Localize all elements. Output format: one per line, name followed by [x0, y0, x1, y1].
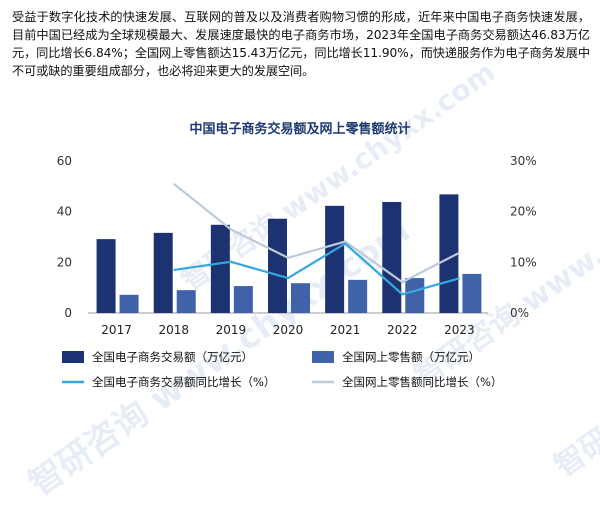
x-tick-label: 2019 — [216, 323, 247, 337]
bar-ecommerce-volume — [382, 201, 402, 313]
combo-chart: 0 20 40 60 0% 10% 20% 30% 2017 2018 2019 2020 2021 20… — [57, 154, 537, 389]
bar-online-retail — [176, 290, 196, 313]
legend-label: 全国电子商务交易额（万亿元） — [92, 350, 253, 364]
bar-ecommerce-volume — [268, 218, 287, 313]
bar-ecommerce-volume — [96, 239, 116, 313]
bar-online-retail — [462, 273, 482, 313]
bar-online-retail — [405, 278, 425, 313]
y-right-tick-label: 30% — [510, 154, 537, 168]
x-tick-label: 2017 — [101, 323, 132, 337]
x-tick-label: 2021 — [330, 323, 361, 337]
bar-online-retail — [291, 283, 310, 313]
y-left-tick-label: 20 — [57, 255, 72, 269]
intro-paragraph: 受益于数字化技术的快速发展、互联网的普及以及消费者购物习惯的形成，近年来中国电子… — [12, 10, 590, 78]
bar-online-retail — [233, 286, 253, 313]
bar-ecommerce-volume — [325, 205, 345, 313]
x-tick-label: 2018 — [158, 323, 189, 337]
bar-ecommerce-volume — [210, 224, 230, 313]
legend-label: 全国网上零售额（万亿元） — [342, 350, 480, 364]
legend-label: 全国电子商务交易额同比增长（%） — [92, 375, 275, 389]
x-tick-label: 2023 — [444, 323, 475, 337]
y-left-tick-label: 0 — [64, 306, 72, 320]
legend-swatch — [312, 351, 334, 363]
x-tick-label: 2020 — [273, 323, 304, 337]
legend-swatch — [62, 351, 84, 363]
line-ecommerce-growth — [173, 242, 460, 296]
y-right-tick-label: 10% — [510, 255, 537, 269]
y-right-tick-label: 0% — [510, 306, 529, 320]
y-right-tick-label: 20% — [510, 205, 537, 219]
chart-title: 中国电子商务交易额及网上零售额统计 — [189, 122, 411, 137]
bar-online-retail — [348, 279, 368, 313]
bar-ecommerce-volume — [153, 232, 173, 313]
x-tick-label: 2022 — [387, 323, 418, 337]
legend-label: 全国网上零售额同比增长（%） — [342, 375, 502, 389]
y-left-tick-label: 40 — [57, 205, 72, 219]
y-left-tick-label: 60 — [57, 154, 72, 168]
line-online-retail-growth — [173, 182, 460, 284]
bar-online-retail — [119, 294, 139, 313]
